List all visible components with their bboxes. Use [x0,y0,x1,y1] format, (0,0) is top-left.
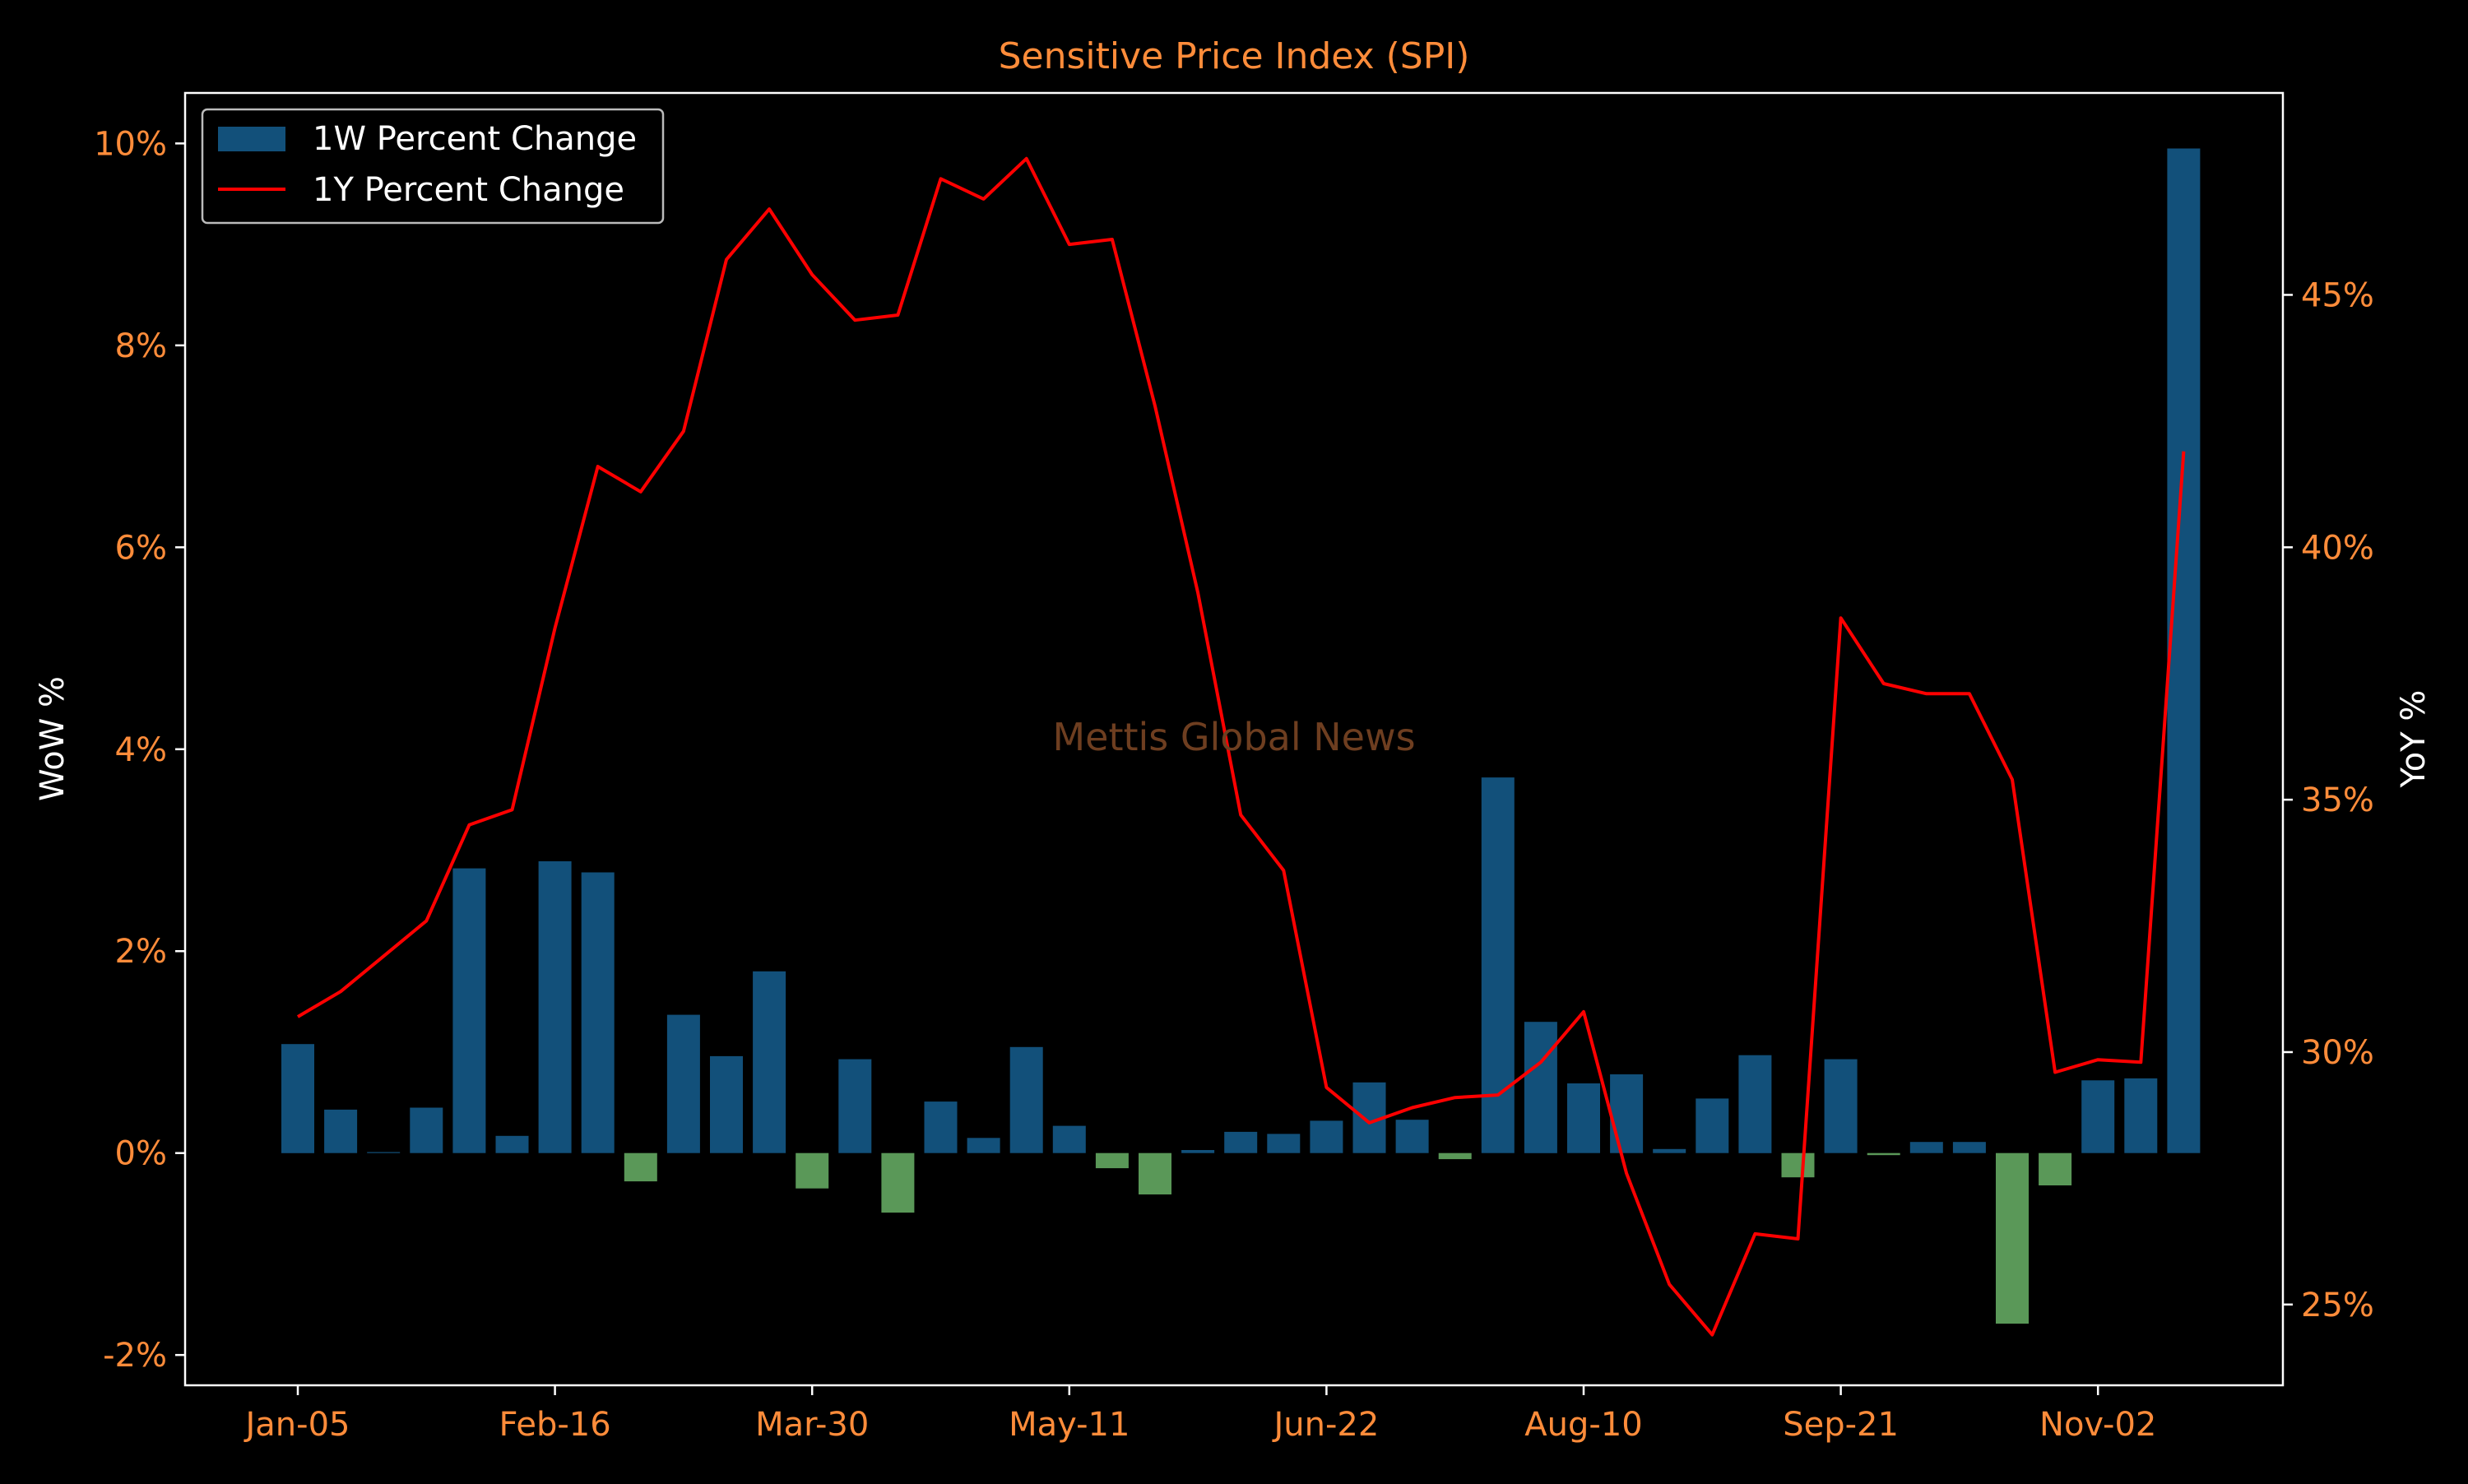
wow-bar [1952,1142,1986,1153]
watermark-text: Mettis Global News [1052,715,1415,759]
wow-bar [838,1059,872,1153]
y-left-tick-label: 10% [94,125,167,163]
y-right-axis-label: YoY % [2395,690,2433,789]
wow-bar [2124,1078,2158,1153]
wow-bar [2081,1080,2115,1153]
wow-bar [1181,1150,1215,1153]
legend-box [201,108,665,225]
wow-bar [753,971,786,1153]
wow-bar [281,1044,314,1153]
wow-bar [1524,1022,1557,1153]
y-left-tick-label: 0% [115,1135,167,1173]
y-left-axis: -2% 0% 2% 4% 6% 8% 10% [94,125,185,1375]
line-layer [296,156,2186,1337]
legend-label-line: 1Y Percent Change [313,171,624,209]
wow-bar [666,1014,700,1153]
x-tick-label: May-11 [1009,1406,1130,1444]
wow-bar [538,861,572,1153]
legend-swatch-bar [218,127,285,151]
y-right-tick-label: 40% [2301,529,2374,567]
wow-bar [1867,1152,1900,1156]
x-tick-label: Feb-16 [499,1406,611,1444]
wow-bar [1009,1046,1043,1153]
yoy-line [296,156,2186,1337]
wow-bar [1696,1098,1729,1153]
wow-bar [1653,1148,1686,1153]
y-right-tick-label: 30% [2301,1034,2374,1072]
wow-bar [796,1152,829,1189]
y-left-tick-label: -2% [103,1337,167,1375]
y-left-tick-label: 8% [115,327,167,365]
x-tick-label: Nov-02 [2039,1406,2156,1444]
plot-area-frame [183,91,2285,1387]
x-tick-label: Mar-30 [755,1406,869,1444]
wow-bar [881,1152,915,1213]
y-right-tick-label: 25% [2301,1287,2374,1324]
wow-bar [410,1107,443,1153]
x-tick-label: Jan-05 [244,1406,350,1444]
wow-bar [624,1152,657,1182]
legend-label-bar: 1W Percent Change [313,120,637,158]
wow-bar [1738,1055,1772,1153]
x-axis: Jan-05 Feb-16 Mar-30 May-11 Jun-22 Aug-10 Sep-… [244,1385,2156,1444]
wow-bar [1095,1152,1129,1169]
wow-bar [1310,1120,1343,1153]
wow-bar [367,1152,401,1153]
wow-bar [1996,1152,2029,1324]
wow-bar [1438,1152,1472,1160]
wow-bar [967,1138,1000,1153]
wow-bar [1781,1152,1815,1178]
wow-bar [1909,1142,1943,1153]
wow-bar [1267,1134,1301,1153]
wow-bar [452,868,486,1153]
wow-bar [1824,1059,1858,1153]
y-right-tick-label: 35% [2301,781,2374,819]
y-right-axis: 25% 30% 35% 40% 45% [2283,276,2374,1324]
wow-bar [1139,1152,1171,1194]
x-tick-label: Sep-21 [1783,1406,1899,1444]
x-tick-label: Jun-22 [1271,1406,1379,1444]
chart-title: Sensitive Price Index (SPI) [999,35,1470,77]
y-left-tick-label: 4% [115,731,167,769]
y-left-tick-label: 6% [115,529,167,567]
wow-bar [924,1101,958,1153]
legend: 1W Percent Change 1Y Percent Change [201,108,665,225]
wow-bar [2167,148,2201,1153]
y-left-tick-label: 2% [115,933,167,971]
y-right-tick-label: 45% [2301,276,2374,314]
wow-bar [1224,1131,1258,1153]
wow-bar [1481,777,1515,1153]
wow-bar [2039,1152,2072,1185]
wow-bar [1567,1083,1600,1153]
x-tick-label: Aug-10 [1524,1406,1642,1444]
wow-bar [581,872,615,1153]
wow-bar [495,1135,529,1153]
wow-bar [1395,1120,1429,1153]
y-left-axis-label: WoW % [34,676,72,801]
wow-bar [324,1109,358,1153]
bars-layer [281,148,2201,1324]
wow-bar [1610,1074,1644,1153]
wow-bar [710,1055,743,1153]
wow-bar [1052,1125,1086,1153]
